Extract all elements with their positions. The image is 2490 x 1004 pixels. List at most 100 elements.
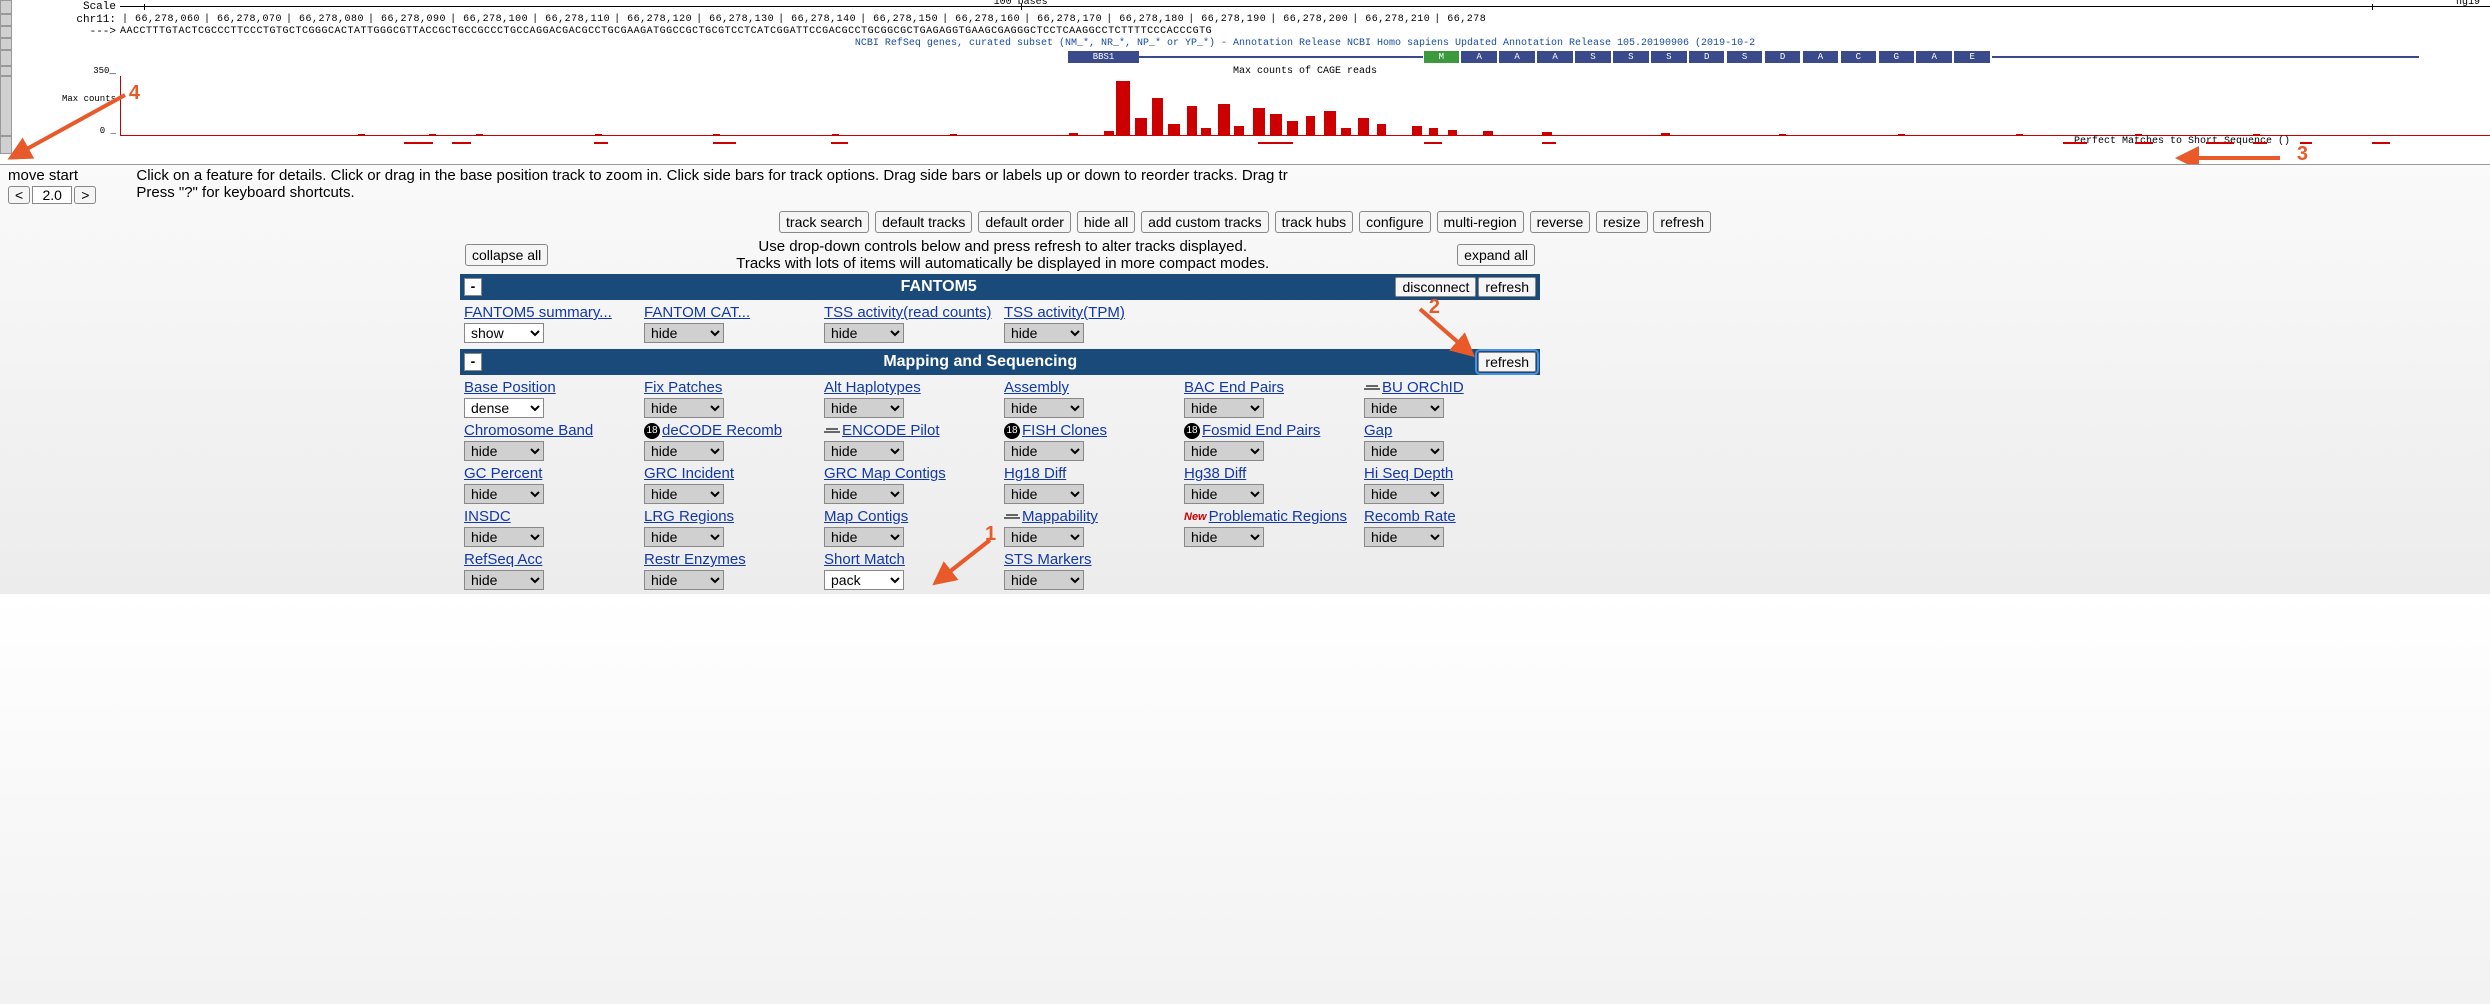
- resize-button[interactable]: resize: [1596, 211, 1647, 233]
- track-visibility-select[interactable]: hidedensesquishpackfullshow: [1184, 441, 1264, 461]
- match-dash[interactable]: [1542, 142, 1556, 144]
- cage-bar[interactable]: [1324, 111, 1336, 136]
- track-link[interactable]: RefSeq Acc: [464, 551, 542, 568]
- mapping-collapse-toggle[interactable]: -: [464, 353, 482, 371]
- chr-sidebar[interactable]: chr11:: [0, 14, 120, 26]
- aa-block[interactable]: G: [1879, 51, 1915, 63]
- track-visibility-select[interactable]: hidedensesquishpackfullshow: [1004, 398, 1084, 418]
- track-visibility-select[interactable]: hidedensesquishpackfullshow: [1004, 570, 1084, 590]
- cage-bar[interactable]: [1187, 106, 1196, 136]
- scale-ruler[interactable]: 100 bases hg19: [120, 0, 2490, 14]
- refseq-gene-track[interactable]: BBS1 MAAASSSDSDACGAE: [120, 50, 2490, 66]
- aa-block[interactable]: A: [1803, 51, 1839, 63]
- track-link[interactable]: Map Contigs: [824, 508, 908, 525]
- cage-bar[interactable]: [1358, 118, 1370, 136]
- track-visibility-select[interactable]: hidedensesquishpackfullshow: [1364, 441, 1444, 461]
- track-visibility-select[interactable]: hidedensesquishpackfullshow: [824, 323, 904, 343]
- cage-bargraph[interactable]: [120, 76, 2490, 136]
- track-link[interactable]: FANTOM CAT...: [644, 304, 750, 321]
- cage-bar[interactable]: [1135, 118, 1147, 136]
- track-link[interactable]: Fosmid End Pairs: [1202, 422, 1320, 439]
- track-link[interactable]: Hg18 Diff: [1004, 465, 1066, 482]
- match-dash[interactable]: [404, 142, 432, 144]
- track-visibility-select[interactable]: hidedensesquishpackfullshow: [1184, 484, 1264, 504]
- track-visibility-select[interactable]: hidedensesquishpackfullshow: [1004, 527, 1084, 547]
- track-link[interactable]: Gap: [1364, 422, 1392, 439]
- aa-block[interactable]: A: [1499, 51, 1535, 63]
- track-visibility-select[interactable]: hidedensesquishpackfullshow: [464, 527, 544, 547]
- track-link[interactable]: Chromosome Band: [464, 422, 593, 439]
- match-dash[interactable]: [1258, 142, 1294, 144]
- strand-sidebar[interactable]: --->: [0, 26, 120, 38]
- track-link[interactable]: Problematic Regions: [1209, 508, 1347, 525]
- default-tracks-button[interactable]: default tracks: [875, 211, 972, 233]
- track-visibility-select[interactable]: hidedensesquishpackfullshow: [824, 441, 904, 461]
- aa-block[interactable]: D: [1689, 51, 1725, 63]
- aa-block[interactable]: S: [1613, 51, 1649, 63]
- move-start-left-button[interactable]: <: [8, 186, 30, 204]
- match-dash[interactable]: [2300, 142, 2312, 144]
- track-link[interactable]: Hi Seq Depth: [1364, 465, 1453, 482]
- expand-all-button[interactable]: expand all: [1457, 244, 1535, 266]
- reverse-button[interactable]: reverse: [1530, 211, 1591, 233]
- match-dash[interactable]: [2253, 142, 2267, 144]
- track-link[interactable]: Mappability: [1022, 508, 1098, 525]
- track-link[interactable]: ENCODE Pilot: [842, 422, 940, 439]
- fantom5-disconnect-button[interactable]: disconnect: [1395, 277, 1476, 297]
- genome-browser-track-area[interactable]: Scale 100 bases hg19 chr11: | 66,278,060…: [0, 0, 2490, 165]
- multi-region-button[interactable]: multi-region: [1437, 211, 1524, 233]
- refresh-button[interactable]: refresh: [1653, 211, 1711, 233]
- track-visibility-select[interactable]: hidedensesquishpackfullshow: [824, 398, 904, 418]
- track-visibility-select[interactable]: hidedensesquishpackfullshow: [824, 484, 904, 504]
- match-dash[interactable]: [594, 142, 608, 144]
- track-link[interactable]: BU ORChID: [1382, 379, 1464, 396]
- match-dash[interactable]: [713, 142, 737, 144]
- track-visibility-select[interactable]: hidedensesquishpackfullshow: [1004, 441, 1084, 461]
- gene-bbs1[interactable]: BBS1: [1068, 51, 1139, 63]
- aa-block[interactable]: D: [1765, 51, 1801, 63]
- track-visibility-select[interactable]: hidedensesquishpackfullshow: [644, 441, 724, 461]
- track-visibility-select[interactable]: hidedensesquishpackfullshow: [464, 323, 544, 343]
- track-visibility-select[interactable]: hidedensesquishpackfullshow: [1364, 398, 1444, 418]
- track-visibility-select[interactable]: hidedensesquishpackfullshow: [1004, 323, 1084, 343]
- match-dash[interactable]: [452, 142, 471, 144]
- cage-bar[interactable]: [1306, 116, 1315, 136]
- track-visibility-select[interactable]: hidedensesquishpackfullshow: [644, 323, 724, 343]
- sequence-track[interactable]: AACCTTTGTACTCGCCCTTCCCTGTGCTCGGGCACTATTG…: [120, 26, 2490, 38]
- track-link[interactable]: BAC End Pairs: [1184, 379, 1284, 396]
- cage-bar[interactable]: [1287, 121, 1299, 136]
- move-start-right-button[interactable]: >: [74, 186, 96, 204]
- cage-sidebar[interactable]: 350 _: [0, 66, 120, 76]
- track-link[interactable]: Recomb Rate: [1364, 508, 1456, 525]
- track-link[interactable]: Hg38 Diff: [1184, 465, 1246, 482]
- aa-block[interactable]: S: [1727, 51, 1763, 63]
- track-link[interactable]: INSDC: [464, 508, 511, 525]
- fantom5-collapse-toggle[interactable]: -: [464, 278, 482, 296]
- cage-bar[interactable]: [1218, 104, 1230, 136]
- track-visibility-select[interactable]: hidedensesquishpackfullshow: [1184, 527, 1264, 547]
- track-visibility-select[interactable]: hidedensesquishpackfullshow: [824, 570, 904, 590]
- track-link[interactable]: Base Position: [464, 379, 556, 396]
- configure-button[interactable]: configure: [1359, 211, 1431, 233]
- track-visibility-select[interactable]: hidedensesquishpackfullshow: [644, 570, 724, 590]
- aa-block[interactable]: A: [1916, 51, 1952, 63]
- add-custom-tracks-button[interactable]: add custom tracks: [1141, 211, 1269, 233]
- track-visibility-select[interactable]: hidedensesquishpackfullshow: [644, 527, 724, 547]
- short-match-track[interactable]: Perfect Matches to Short Sequence (): [120, 136, 2490, 150]
- track-link[interactable]: LRG Regions: [644, 508, 734, 525]
- position-ruler[interactable]: | 66,278,060| 66,278,070| 66,278,080| 66…: [120, 14, 2490, 26]
- track-visibility-select[interactable]: hidedensesquishpackfullshow: [1184, 398, 1264, 418]
- fantom5-refresh-button[interactable]: refresh: [1478, 277, 1536, 297]
- cage-left-sidebar[interactable]: Max counts 0 _: [0, 76, 120, 136]
- collapse-all-button[interactable]: collapse all: [465, 244, 548, 266]
- track-link[interactable]: GRC Incident: [644, 465, 734, 482]
- track-visibility-select[interactable]: hidedensesquishpackfullshow: [464, 441, 544, 461]
- aa-block[interactable]: M: [1424, 51, 1460, 63]
- mapping-refresh-button[interactable]: refresh: [1478, 352, 1536, 372]
- track-link[interactable]: TSS activity(TPM): [1004, 304, 1125, 321]
- track-link[interactable]: FANTOM5 summary...: [464, 304, 612, 321]
- track-link[interactable]: Short Match: [824, 551, 905, 568]
- track-hubs-button[interactable]: track hubs: [1275, 211, 1354, 233]
- track-visibility-select[interactable]: hidedensesquishpackfullshow: [1364, 484, 1444, 504]
- track-visibility-select[interactable]: hidedensesquishpackfullshow: [464, 570, 544, 590]
